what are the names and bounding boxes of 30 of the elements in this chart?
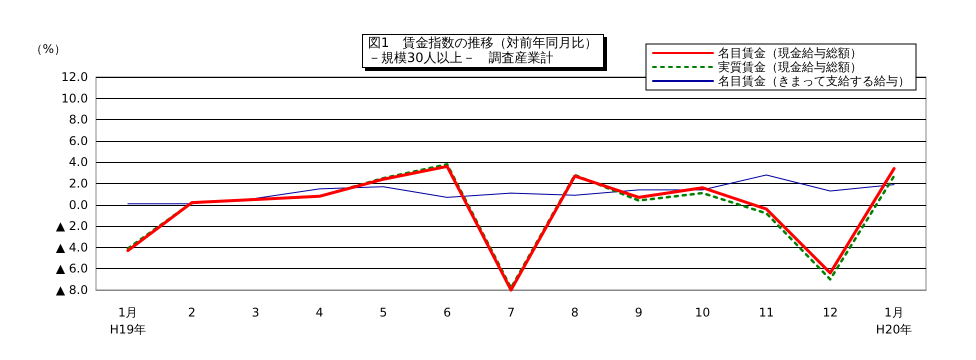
x-tick-label: 4 (316, 306, 324, 320)
x-tick-label: 12 (822, 306, 838, 320)
x-tick-label: 9 (634, 306, 643, 320)
legend-label: 実質賃金（現金給与総額） (718, 60, 862, 74)
x-tick-label: 3 (252, 306, 260, 320)
y-tick-label: ▲ 2.0 (56, 219, 88, 234)
x-tick-label: 6 (443, 306, 451, 320)
x-tick-label: 1月 H19年 (110, 306, 146, 336)
y-tick-label: ▲ 8.0 (56, 283, 88, 297)
x-tick-label: 7 (507, 306, 515, 320)
x-tick-label: 5 (379, 306, 388, 320)
chart-subtitle: －規模30人以上－ 調査産業計 (368, 50, 554, 66)
y-tick-label: ▲ 6.0 (56, 262, 88, 276)
x-tick-label: 8 (571, 306, 579, 320)
x-tick-label: 1月 H20年 (876, 306, 912, 336)
y-tick-label: 8.0 (68, 112, 88, 127)
x-tick-label: 2 (188, 306, 196, 320)
chart-title: 図1 賃金指数の推移（対前年同月比） (368, 35, 598, 51)
y-tick-label: 10.0 (61, 91, 88, 106)
y-tick-label: 4.0 (68, 155, 88, 170)
legend-label: 名目賃金（現金給与総額） (718, 46, 862, 60)
x-tick-label: 11 (758, 306, 774, 320)
y-tick-label: ▲ 4.0 (56, 240, 88, 254)
y-tick-label: 6.0 (68, 134, 88, 148)
y-tick-label: 12.0 (61, 70, 88, 84)
legend-label: 名目賃金（きまって支給する給与） (718, 74, 910, 88)
y-axis-title: （%） (30, 42, 66, 56)
y-tick-label: 0.0 (68, 198, 88, 212)
x-tick-label: 10 (694, 306, 710, 320)
y-tick-label: 2.0 (68, 176, 88, 190)
